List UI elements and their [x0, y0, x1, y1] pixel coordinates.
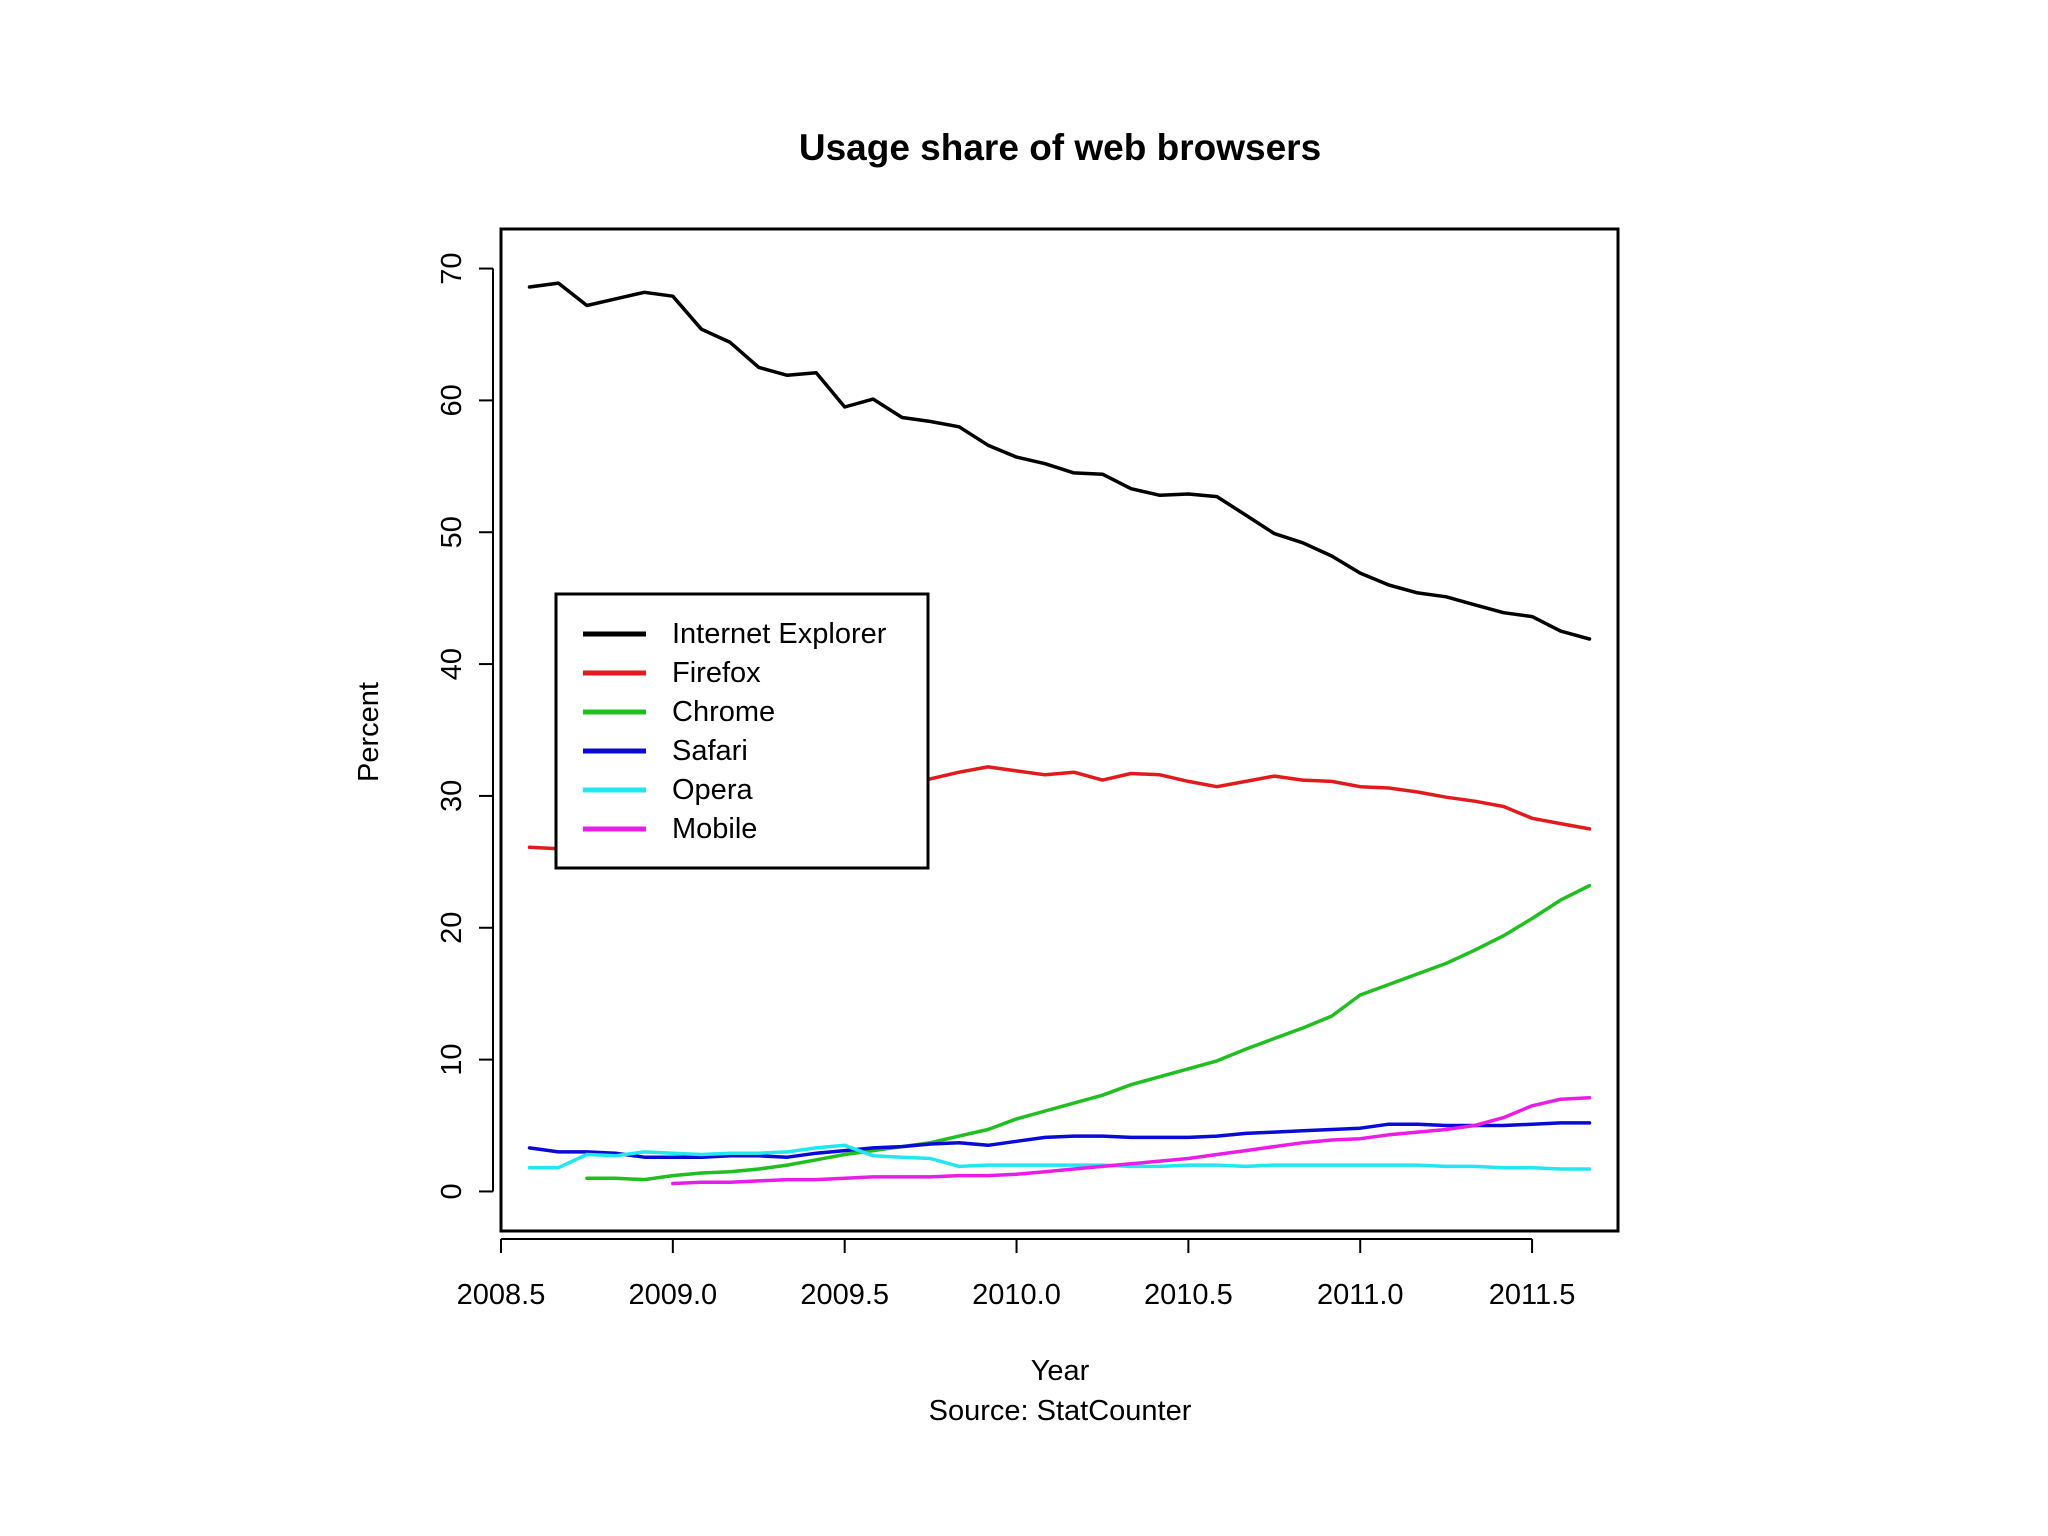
- x-tick-label: 2011.0: [1317, 1279, 1404, 1311]
- legend-box: [554, 592, 930, 870]
- y-tick-label: 0: [436, 1183, 468, 1199]
- y-tick-label: 10: [436, 1043, 468, 1075]
- series-line-safari: [527, 1121, 1592, 1159]
- y-tick-label: 40: [436, 648, 468, 680]
- y-tick-label: 30: [436, 780, 468, 812]
- legend-label: Opera: [672, 774, 753, 806]
- plot-frame: [499, 227, 1620, 1233]
- x-axis: 2008.5 2009.0 2009.5 2010.0 2010.5 2011.0 2011…: [457, 1238, 1576, 1311]
- y-axis-label: Percent: [353, 682, 385, 782]
- series-lines: [527, 281, 1592, 1186]
- legend-label: Internet Explorer: [672, 618, 887, 650]
- y-tick-label: 50: [436, 516, 468, 548]
- series-line-mobile: [671, 1096, 1592, 1186]
- series-line-opera: [527, 1143, 1592, 1171]
- x-tick-label: 2008.5: [457, 1279, 546, 1311]
- x-tick-label: 2010.0: [972, 1279, 1061, 1311]
- series-line-chrome: [585, 883, 1592, 1182]
- legend-label: Firefox: [672, 657, 761, 689]
- series-line-internet-explorer: [527, 281, 1592, 641]
- x-tick-label: 2010.5: [1144, 1279, 1233, 1311]
- chart-title: Usage share of web browsers: [799, 127, 1321, 168]
- y-tick-label: 20: [436, 912, 468, 944]
- legend-label: Chrome: [672, 696, 775, 728]
- x-tick-label: 2009.5: [800, 1279, 889, 1311]
- x-axis-source-label: Source: StatCounter: [929, 1395, 1192, 1427]
- legend-label: Safari: [672, 735, 748, 767]
- legend: Internet Explorer Firefox Chrome Safari Oper…: [554, 592, 930, 870]
- x-axis-label: Year: [1031, 1355, 1090, 1387]
- y-tick-label: 70: [436, 252, 468, 284]
- x-tick-label: 2011.5: [1489, 1279, 1576, 1311]
- x-tick-label: 2009.0: [628, 1279, 717, 1311]
- legend-label: Mobile: [672, 813, 757, 845]
- y-tick-label: 60: [436, 384, 468, 416]
- y-axis: 0 10 20 30 40 50 60 70: [436, 252, 494, 1200]
